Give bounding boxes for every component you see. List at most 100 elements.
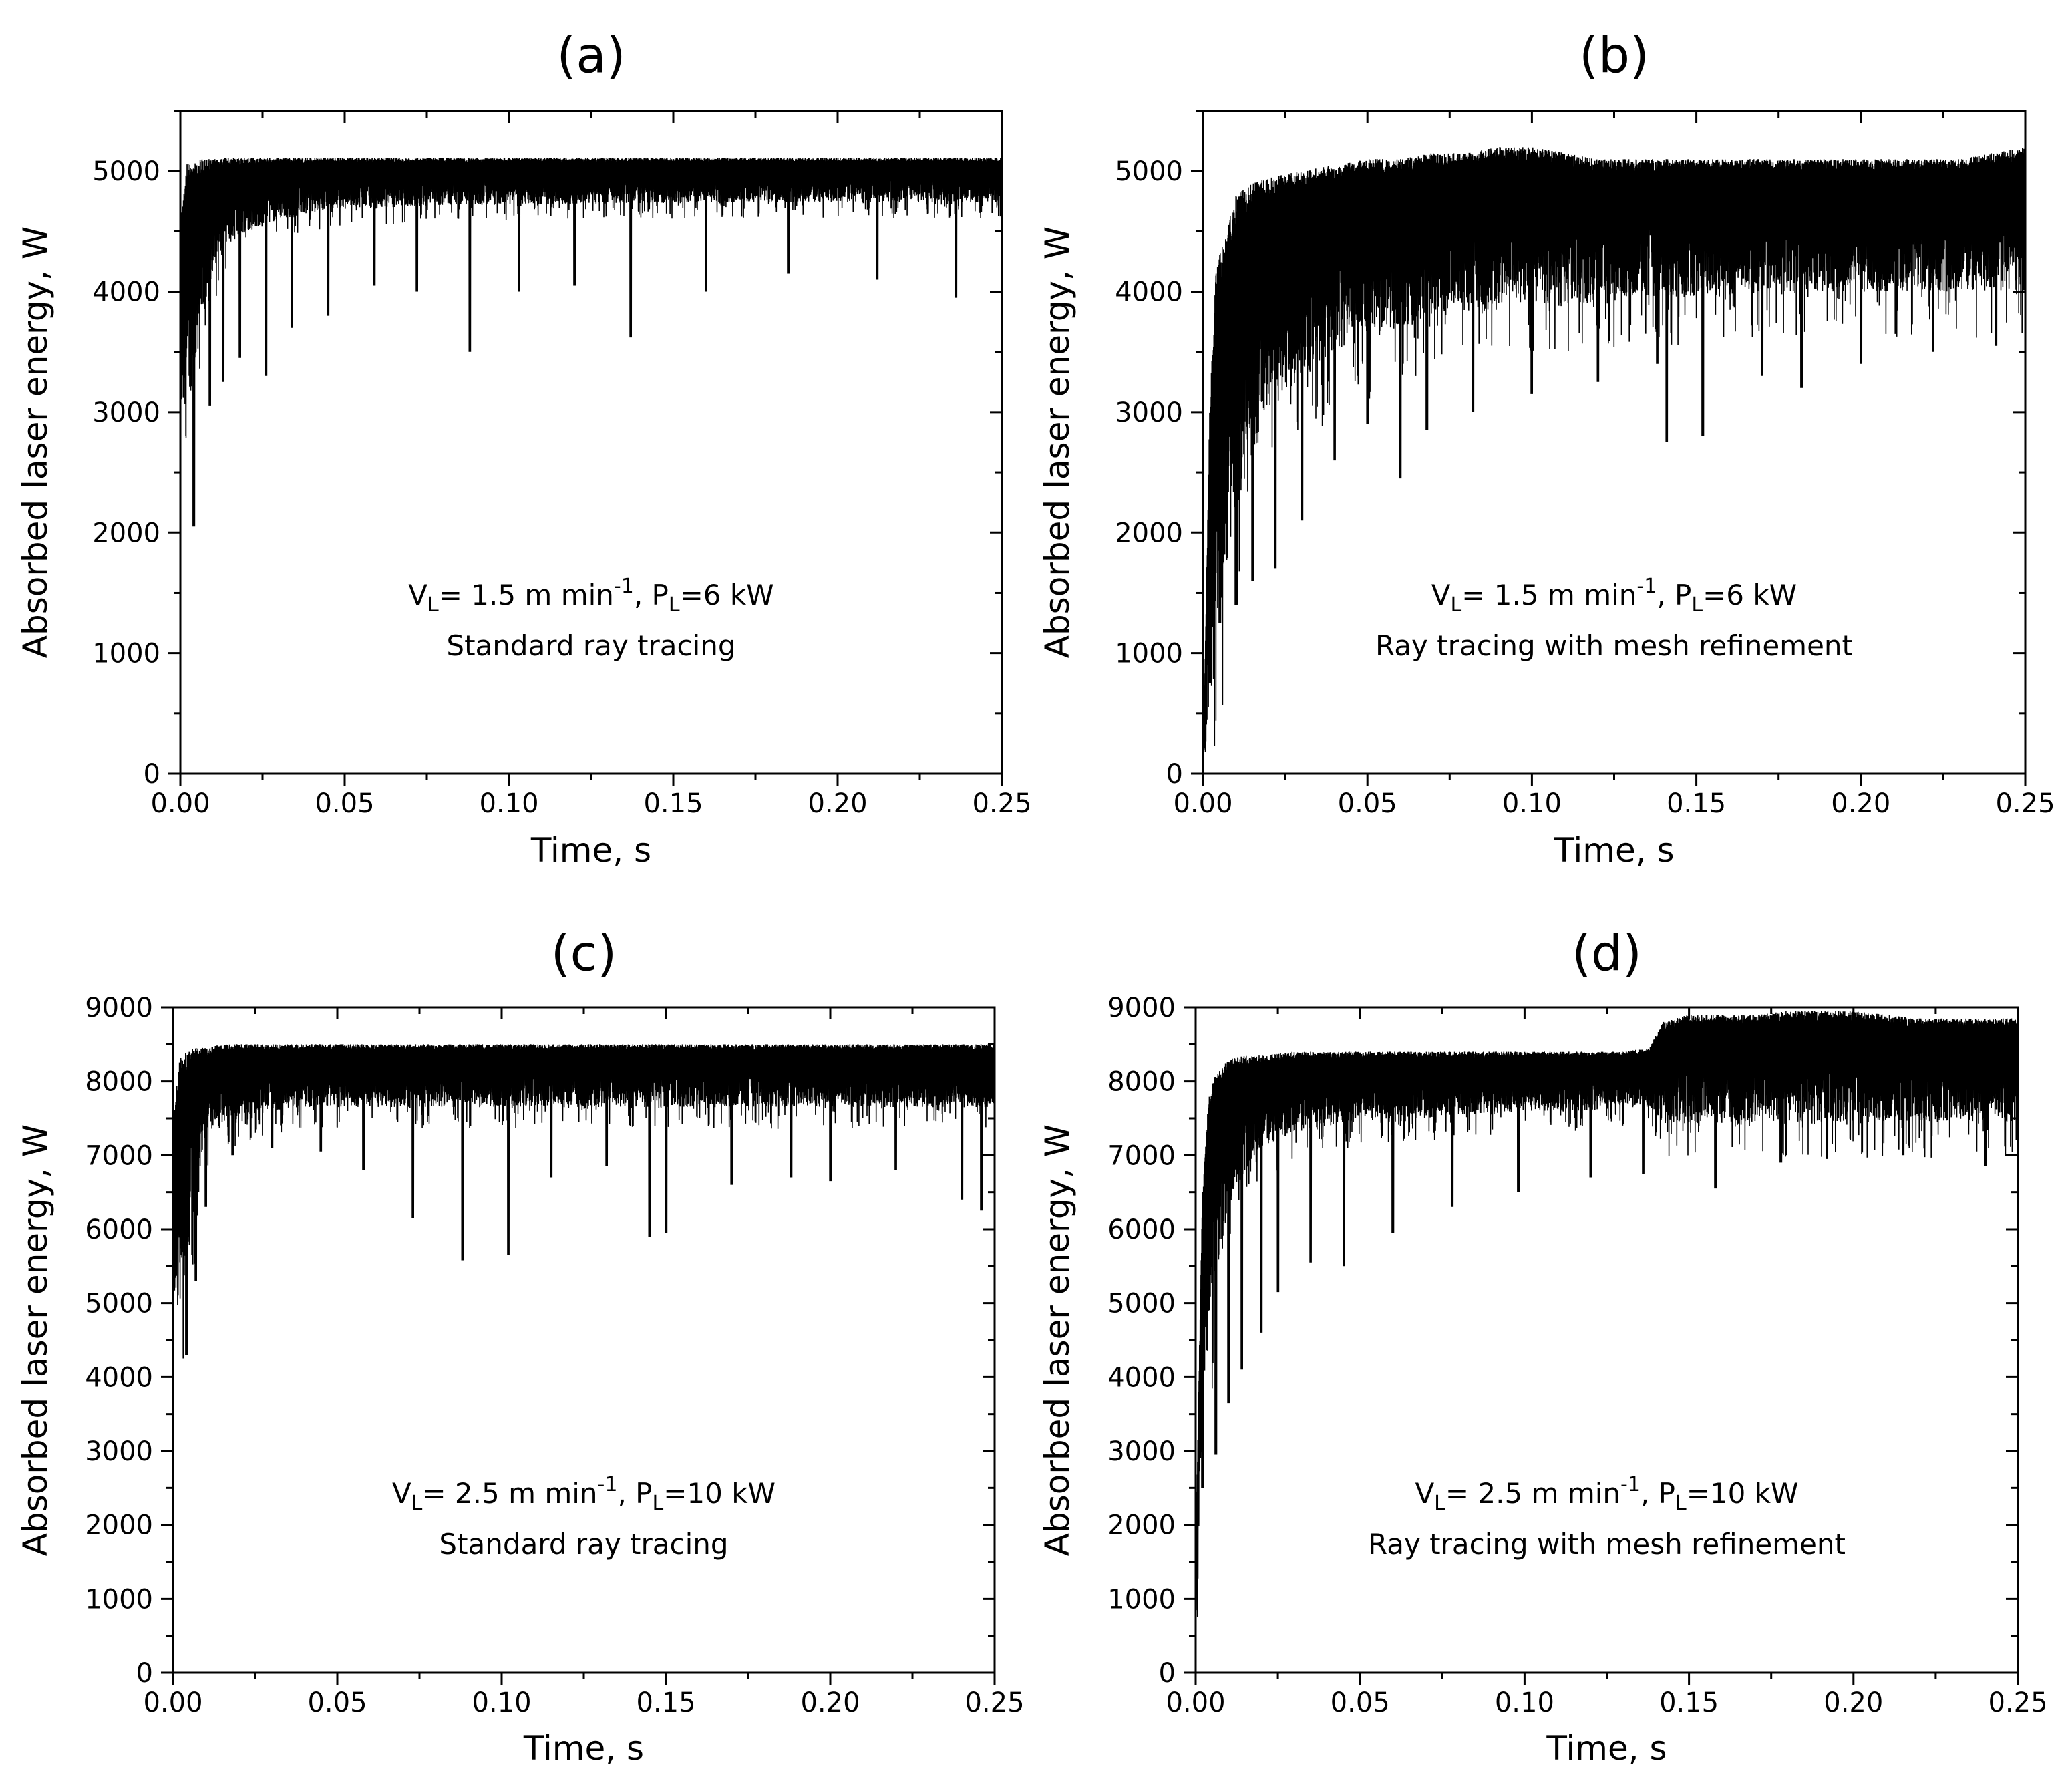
x-tick-label: 0.25 (1988, 1687, 2047, 1718)
annotation-part: V (408, 579, 427, 611)
y-tick-label: 7000 (85, 1140, 153, 1171)
panel-a: (a) 0.00 0.05 0.10 0.15 0.20 0.25 0 1000 2000 3000… (16, 27, 1032, 870)
x-axis-label: Time, s (1546, 1729, 1667, 1768)
annotation-part: L (1451, 593, 1462, 617)
x-axis-label: Time, s (530, 831, 651, 870)
annotation-part: =6 kW (1703, 579, 1797, 611)
x-tick-label: 0.10 (472, 1687, 531, 1718)
panel-title: (a) (556, 27, 625, 85)
annotation-part: =6 kW (680, 579, 774, 611)
x-tick-label: 0.05 (1338, 788, 1397, 819)
annotation-part: V (1415, 1477, 1434, 1510)
panel-title: (d) (1572, 925, 1642, 983)
x-tick-label: 0.15 (1667, 788, 1726, 819)
y-tick-label: 8000 (1107, 1067, 1176, 1098)
y-axis-label: Absorbed laser energy, W (16, 226, 55, 659)
data-series-line (1203, 147, 2025, 774)
x-tick-label: 0.00 (150, 788, 210, 819)
x-axis-label: Time, s (1553, 831, 1674, 870)
y-tick-label: 4000 (85, 1362, 153, 1393)
y-axis-label: Absorbed laser energy, W (1038, 226, 1077, 659)
y-axis-label: Absorbed laser energy, W (16, 1124, 55, 1557)
y-tick-label: 3000 (92, 397, 160, 428)
annotation-part: -1 (614, 575, 634, 598)
y-tick-label: 0 (144, 759, 160, 790)
x-tick-label: 0.20 (1824, 1687, 1883, 1718)
annotation-part: , P (634, 579, 669, 611)
x-tick-label: 0.20 (1831, 788, 1890, 819)
x-tick-label: 0.20 (808, 788, 867, 819)
condition-annotation: VL= 2.5 m min-1, PL=10 kW (1415, 1473, 1798, 1515)
x-tick-label: 0.05 (315, 788, 374, 819)
panel-d: (d) 0.00 0.05 0.10 0.15 0.20 0.25 0 1000 2000 3000… (1038, 925, 2048, 1768)
panel-b: (b) 0.00 0.05 0.10 0.15 0.20 0.25 0 1000 2000 3000… (1038, 27, 2055, 870)
x-tick-label: 0.00 (1166, 1687, 1225, 1718)
annotation-part: -1 (598, 1473, 618, 1496)
x-tick-label: 0.00 (143, 1687, 202, 1718)
y-tick-label: 2000 (1107, 1510, 1176, 1541)
x-tick-label: 0.25 (972, 788, 1031, 819)
x-tick-label: 0.00 (1173, 788, 1232, 819)
y-tick-label: 3000 (85, 1436, 153, 1467)
x-tick-label: 0.25 (965, 1687, 1024, 1718)
x-tick-label: 0.10 (1495, 1687, 1554, 1718)
y-tick-label: 6000 (85, 1214, 153, 1245)
x-tick-label: 0.25 (1995, 788, 2055, 819)
y-tick-label: 4000 (92, 277, 160, 308)
panel-title: (c) (551, 925, 617, 983)
y-tick-label: 5000 (85, 1289, 153, 1319)
panel-c: (c) 0.00 0.05 0.10 0.15 0.20 0.25 0 1000 2000 3000… (16, 925, 1025, 1768)
y-tick-label: 9000 (1107, 993, 1176, 1023)
y-tick-label: 1000 (92, 639, 160, 669)
y-tick-label: 5000 (92, 156, 160, 187)
condition-annotation: VL= 2.5 m min-1, PL=10 kW (392, 1473, 775, 1515)
y-tick-label: 0 (136, 1658, 153, 1689)
y-axis-label: Absorbed laser energy, W (1038, 1124, 1077, 1557)
x-tick-label: 0.05 (307, 1687, 367, 1718)
y-tick-label: 5000 (1115, 156, 1183, 187)
annotation-part: L (427, 593, 439, 617)
annotation-part: L (1675, 1492, 1687, 1515)
y-tick-label: 1000 (1107, 1584, 1176, 1615)
annotation-part: L (1691, 593, 1703, 617)
y-tick-label: 2000 (1115, 518, 1183, 548)
y-tick-label: 9000 (85, 993, 153, 1023)
y-tick-label: 3000 (1115, 397, 1183, 428)
annotation-part: = 2.5 m min (422, 1477, 597, 1510)
annotation-part: = 1.5 m min (1461, 579, 1636, 611)
annotation-part: -1 (1636, 575, 1657, 598)
data-series-line (173, 1044, 995, 1359)
method-annotation: Ray tracing with mesh refinement (1368, 1528, 1846, 1561)
condition-annotation: VL= 1.5 m min-1, PL=6 kW (1431, 575, 1797, 617)
x-tick-label: 0.15 (636, 1687, 695, 1718)
annotation-part: -1 (1620, 1473, 1641, 1496)
condition-annotation: VL= 1.5 m min-1, PL=6 kW (408, 575, 773, 617)
panel-title: (b) (1579, 27, 1649, 85)
annotation-part: , P (1641, 1477, 1675, 1510)
data-series-line (1196, 1011, 2018, 1660)
y-tick-label: 4000 (1107, 1362, 1176, 1393)
x-tick-label: 0.15 (1659, 1687, 1719, 1718)
y-tick-label: 7000 (1107, 1140, 1176, 1171)
annotation-part: =10 kW (663, 1477, 775, 1510)
annotation-part: , P (1657, 579, 1691, 611)
annotation-part: , P (617, 1477, 652, 1510)
annotation-part: =10 kW (1687, 1477, 1799, 1510)
method-annotation: Standard ray tracing (439, 1528, 728, 1561)
y-tick-label: 0 (1166, 759, 1183, 790)
annotation-part: L (411, 1492, 423, 1515)
x-axis-label: Time, s (523, 1729, 644, 1768)
x-tick-label: 0.15 (643, 788, 703, 819)
x-tick-label: 0.10 (1502, 788, 1562, 819)
x-tick-label: 0.20 (800, 1687, 860, 1718)
annotation-part: L (1434, 1492, 1445, 1515)
method-annotation: Ray tracing with mesh refinement (1375, 629, 1853, 662)
x-tick-label: 0.05 (1331, 1687, 1390, 1718)
y-tick-label: 1000 (85, 1584, 153, 1615)
annotation-part: V (1431, 579, 1451, 611)
annotation-part: L (653, 1492, 664, 1515)
annotation-part: = 2.5 m min (1445, 1477, 1620, 1510)
y-tick-label: 8000 (85, 1067, 153, 1098)
data-series-line (180, 158, 1002, 527)
